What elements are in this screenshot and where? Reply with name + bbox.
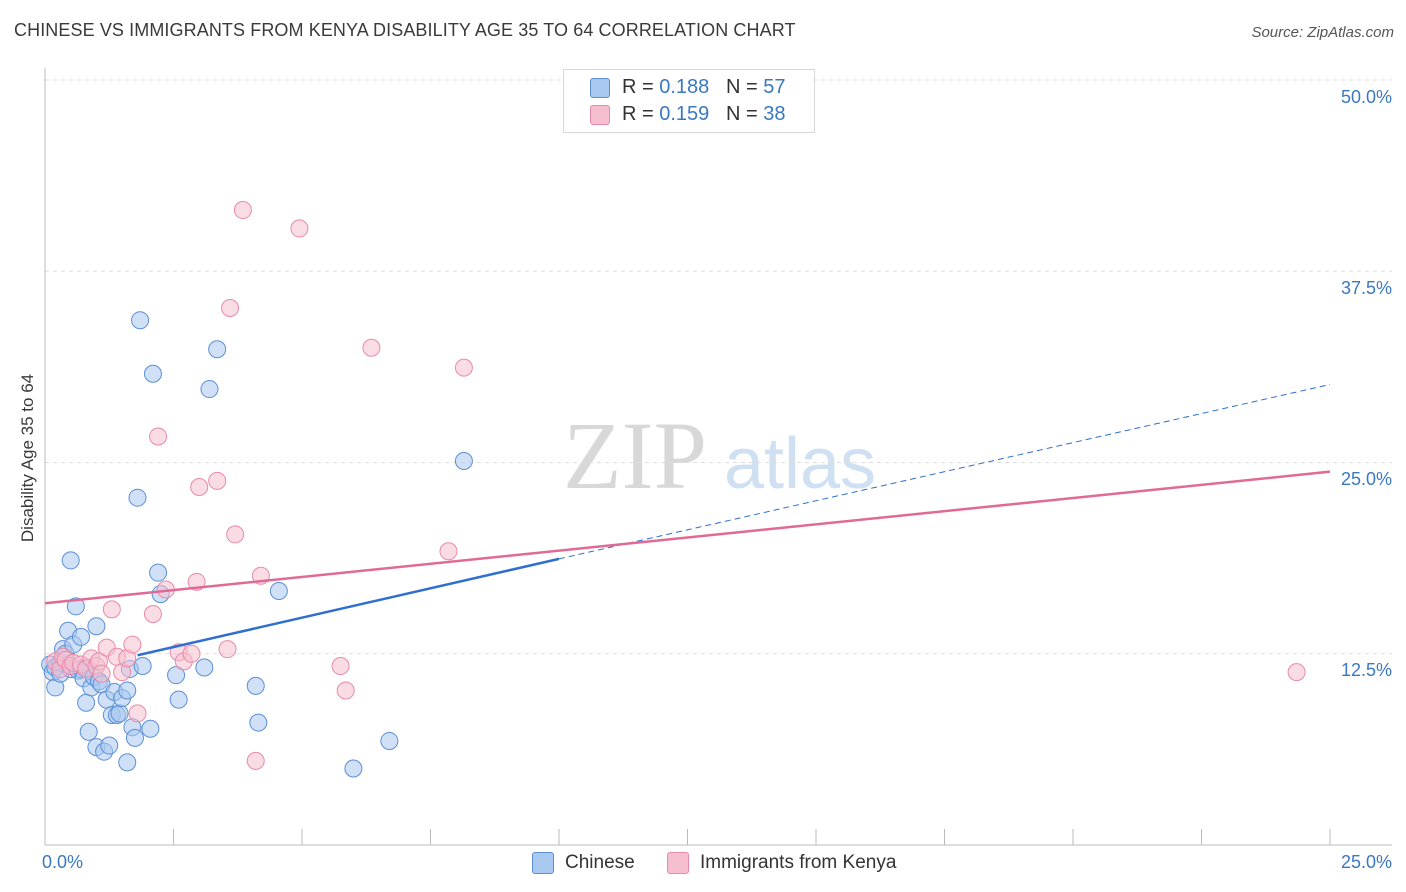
kenya-point [454,358,473,377]
legend-swatch-chinese [590,78,610,98]
kenya-point [102,600,121,619]
chinese-point [195,658,214,677]
y-tick-label: 25.0% [1340,469,1392,489]
source-label: Source: ZipAtlas.com [1251,24,1394,41]
chinese-point [66,597,85,616]
chinese-point [79,722,98,741]
bottom-legend-label: Immigrants from Kenya [700,852,897,873]
chinese-point [118,753,137,772]
kenya-point [439,542,458,561]
legend-stats-chinese: R = 0.188 N = 57 [622,76,786,98]
chinese-point [141,719,160,738]
y-tick-label: 12.5% [1340,660,1392,680]
chinese-point [149,563,168,582]
chinese-trend-line [137,557,560,657]
chinese-point [71,627,90,646]
watermark-atlas: atlas [724,424,876,504]
kenya-point [92,664,111,683]
bottom-legend-chinese: Chinese [532,852,652,876]
bottom-legend-label: Chinese [565,852,635,873]
kenya-point [128,704,147,723]
kenya-point [123,635,142,654]
kenya-point [182,644,201,663]
kenya-trend-line [44,470,1331,605]
bottom-legend-swatch-kenya [667,852,689,874]
kenya-point [362,338,381,357]
kenya-point [143,604,162,623]
y-tick-label: 37.5% [1340,278,1392,298]
kenya-point [190,477,209,496]
chinese-point [100,736,119,755]
bottom-legend-swatch-chinese [532,852,554,874]
chinese-point [246,676,265,695]
chinese-point [77,693,96,712]
y-tick-label: 50.0% [1340,87,1392,107]
kenya-point [221,298,240,317]
chinese-point [208,340,227,359]
chinese-point [110,704,129,723]
chinese-point [61,551,80,570]
chinese-point [380,731,399,750]
chinese-point [344,759,363,778]
kenya-point [336,681,355,700]
chinese-point [454,451,473,470]
legend-swatch-kenya [590,105,610,125]
chinese-point [131,311,150,330]
chinese-point [118,681,137,700]
x-tick-label: 25.0% [1340,852,1392,872]
chinese-point [269,582,288,601]
chinese-trend-line-dashed [558,383,1331,560]
kenya-point [1287,663,1306,682]
watermark-zip: ZIP [563,402,707,509]
kenya-point [149,427,168,446]
chinese-point [128,488,147,507]
chinese-point [249,713,268,732]
x-tick-label: 0.0% [42,852,84,872]
kenya-point [218,640,237,659]
kenya-point [208,471,227,490]
kenya-point [331,656,350,675]
kenya-point [233,201,252,220]
chinese-point [169,690,188,709]
chinese-point [125,728,144,747]
bottom-legend-kenya: Immigrants from Kenya [667,852,927,876]
chinese-point [87,617,106,636]
kenya-point [246,751,265,770]
chart-title: CHINESE VS IMMIGRANTS FROM KENYA DISABIL… [14,20,796,40]
chinese-point [133,656,152,675]
kenya-point [226,525,245,544]
chinese-point [143,364,162,383]
kenya-point [290,219,309,238]
y-axis-label: Disability Age 35 to 64 [18,373,37,543]
legend-box: R = 0.188 N = 57 R = 0.159 N = 38 [563,69,815,133]
chinese-point [200,380,219,399]
legend-stats-kenya: R = 0.159 N = 38 [622,103,786,125]
chinese-point [167,666,186,685]
